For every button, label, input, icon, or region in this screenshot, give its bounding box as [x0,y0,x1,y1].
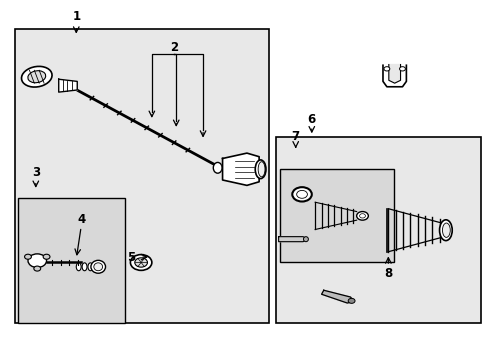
Ellipse shape [303,237,308,242]
Polygon shape [388,64,400,83]
Bar [18,198,125,323]
Ellipse shape [442,223,449,237]
Bar [15,30,268,323]
Circle shape [399,67,405,71]
Circle shape [296,190,307,198]
Ellipse shape [213,162,222,173]
Ellipse shape [88,263,93,271]
Ellipse shape [82,263,87,271]
Bar [276,137,480,323]
Ellipse shape [28,254,46,267]
Ellipse shape [76,263,81,271]
Circle shape [356,212,367,220]
Polygon shape [321,290,352,303]
Ellipse shape [43,254,50,259]
Bar [279,169,393,262]
Ellipse shape [94,263,102,271]
Polygon shape [59,79,77,92]
Polygon shape [278,237,305,242]
Circle shape [135,258,147,267]
Text: 7: 7 [291,130,299,144]
Text: 4: 4 [77,213,85,226]
Text: 3: 3 [32,166,40,179]
Circle shape [292,187,311,202]
Circle shape [383,67,389,71]
Text: 8: 8 [384,267,392,280]
Ellipse shape [255,160,265,179]
Ellipse shape [24,254,31,259]
Circle shape [347,298,354,303]
Text: 6: 6 [307,113,315,126]
Circle shape [130,255,152,270]
Text: 2: 2 [169,41,178,54]
Ellipse shape [34,266,41,271]
Polygon shape [222,153,259,185]
Polygon shape [382,65,406,87]
Text: 1: 1 [72,10,80,23]
Ellipse shape [28,71,45,83]
Text: 5: 5 [127,251,135,264]
Circle shape [359,214,365,218]
Ellipse shape [258,162,264,177]
Ellipse shape [91,260,105,273]
Ellipse shape [439,220,451,240]
Ellipse shape [21,66,52,87]
